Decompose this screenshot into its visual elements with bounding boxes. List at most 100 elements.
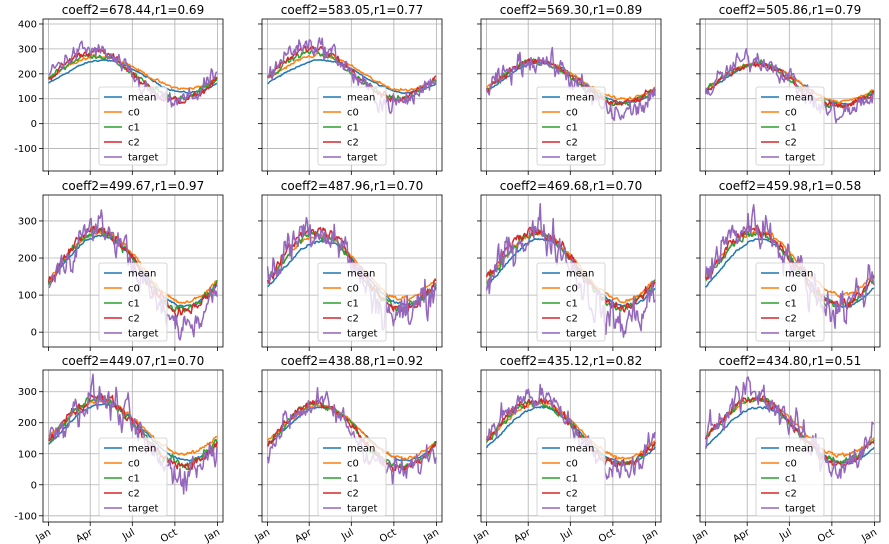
subplot-1: coeff2=678.44,r1=0.69 -100 0 100 200 300 400 me… bbox=[14, 3, 224, 175]
subplot-title: coeff2=459.98,r1=0.58 bbox=[719, 179, 861, 193]
x-tick-label: Oct bbox=[159, 527, 180, 544]
legend-label-c0: c0 bbox=[128, 108, 140, 119]
series-line-c2 bbox=[47, 225, 218, 320]
legend-label-mean: mean bbox=[785, 444, 813, 455]
series-group bbox=[47, 209, 218, 341]
y-tick-label: 300 bbox=[18, 44, 37, 55]
series-line-target bbox=[485, 46, 656, 121]
subplot-4: coeff2=505.86,r1=0.79 mean c0 c1 c2 target bbox=[696, 3, 881, 175]
legend-box bbox=[317, 86, 387, 166]
legend-label-target: target bbox=[785, 153, 815, 164]
x-tick-label: Jul bbox=[339, 527, 356, 543]
x-tick-label: Apr bbox=[731, 527, 752, 544]
subplot-title: coeff2=449.07,r1=0.70 bbox=[62, 354, 204, 368]
legend-label-mean: mean bbox=[347, 269, 375, 280]
series-line-target bbox=[266, 387, 437, 485]
legend-label-c0: c0 bbox=[347, 459, 359, 470]
x-tick-label: Oct bbox=[816, 527, 837, 544]
legend: mean c0 c1 c2 target bbox=[317, 437, 387, 517]
series-line-c0 bbox=[48, 54, 218, 91]
x-tick-label: Apr bbox=[512, 527, 533, 544]
x-tick-label: Jan bbox=[859, 527, 879, 544]
legend-box bbox=[536, 262, 606, 342]
legend-label-mean: mean bbox=[566, 93, 594, 104]
legend-label-target: target bbox=[128, 153, 158, 164]
x-tick-label: Jan bbox=[640, 527, 660, 544]
legend-label-c1: c1 bbox=[128, 299, 140, 310]
legend: mean c0 c1 c2 target bbox=[317, 262, 387, 342]
legend-box bbox=[755, 86, 825, 166]
legend-label-c0: c0 bbox=[566, 459, 578, 470]
subplot-title: coeff2=678.44,r1=0.69 bbox=[62, 3, 204, 17]
legend-box bbox=[755, 262, 825, 342]
legend-label-c2: c2 bbox=[347, 314, 359, 325]
legend-label-c2: c2 bbox=[566, 489, 578, 500]
axes-frame bbox=[480, 194, 662, 348]
subplot-title: coeff2=434.80,r1=0.51 bbox=[719, 354, 861, 368]
legend: mean c0 c1 c2 target bbox=[755, 86, 825, 166]
legend-box bbox=[536, 86, 606, 166]
x-tick-label: Apr bbox=[74, 527, 95, 544]
axes-frame bbox=[699, 369, 881, 523]
series-line-c0 bbox=[267, 51, 437, 92]
y-tick-label: -100 bbox=[14, 144, 37, 155]
subplot-title: coeff2=487.96,r1=0.70 bbox=[281, 179, 423, 193]
legend-box bbox=[98, 437, 168, 517]
legend-label-c0: c0 bbox=[347, 284, 359, 295]
legend-label-c1: c1 bbox=[566, 123, 578, 134]
legend-label-mean: mean bbox=[785, 269, 813, 280]
series-group bbox=[266, 37, 437, 115]
legend-label-c2: c2 bbox=[785, 489, 797, 500]
axes-frame bbox=[261, 18, 443, 172]
legend-label-c2: c2 bbox=[128, 489, 140, 500]
subplot-12: coeff2=434.80,r1=0.51 Jan Apr Jul Oct Jan mean… bbox=[690, 354, 881, 544]
series-group bbox=[47, 373, 218, 495]
subplot-title: coeff2=438.88,r1=0.92 bbox=[281, 354, 423, 368]
legend-label-c2: c2 bbox=[347, 138, 359, 149]
series-line-target bbox=[704, 376, 875, 479]
series-line-target bbox=[48, 40, 218, 108]
legend-box bbox=[98, 86, 168, 166]
legend-label-target: target bbox=[347, 329, 377, 340]
x-tick-label: Jan bbox=[33, 527, 53, 544]
series-line-target bbox=[704, 47, 875, 124]
subplot-8: coeff2=459.98,r1=0.58 mean c0 c1 c2 target bbox=[696, 179, 881, 351]
legend-label-target: target bbox=[566, 153, 596, 164]
legend-label-mean: mean bbox=[566, 444, 594, 455]
series-group bbox=[485, 46, 656, 121]
subplot-title: coeff2=469.68,r1=0.70 bbox=[500, 179, 642, 193]
legend-label-c2: c2 bbox=[347, 489, 359, 500]
axes-frame bbox=[42, 369, 224, 523]
subplot-11: coeff2=435.12,r1=0.82 Jan Apr Jul Oct Jan mean… bbox=[471, 354, 662, 544]
legend-label-target: target bbox=[347, 504, 377, 515]
legend-label-c2: c2 bbox=[785, 314, 797, 325]
subplot-title: coeff2=435.12,r1=0.82 bbox=[500, 354, 642, 368]
legend-label-c2: c2 bbox=[566, 314, 578, 325]
legend-label-mean: mean bbox=[128, 444, 156, 455]
legend-label-c1: c1 bbox=[128, 474, 140, 485]
y-tick-label: 100 bbox=[18, 449, 37, 460]
axes-frame bbox=[480, 369, 662, 523]
x-tick-label: Jul bbox=[120, 527, 137, 543]
y-tick-label: 0 bbox=[31, 119, 37, 130]
axes-frame bbox=[699, 18, 881, 172]
legend: mean c0 c1 c2 target bbox=[536, 86, 606, 166]
x-tick-label: Jul bbox=[558, 527, 575, 543]
legend-label-c0: c0 bbox=[785, 108, 797, 119]
legend-box bbox=[536, 437, 606, 517]
subplot-6: coeff2=487.96,r1=0.70 mean c0 c1 c2 target bbox=[258, 179, 443, 351]
legend-box bbox=[317, 262, 387, 342]
y-tick-label: 300 bbox=[18, 216, 37, 227]
series-line-c2 bbox=[485, 58, 656, 106]
legend-label-target: target bbox=[785, 329, 815, 340]
legend-label-c0: c0 bbox=[128, 284, 140, 295]
subplot-5: coeff2=499.67,r1=0.97 0 100 200 300 mean c0 c1 c… bbox=[18, 179, 224, 351]
y-tick-label: 0 bbox=[31, 480, 37, 491]
series-group bbox=[704, 47, 875, 124]
series-line-target bbox=[266, 37, 437, 115]
axes-frame bbox=[480, 18, 662, 172]
legend-box bbox=[98, 262, 168, 342]
subplot-7: coeff2=469.68,r1=0.70 mean c0 c1 c2 target bbox=[477, 179, 662, 351]
x-tick-label: Apr bbox=[293, 527, 314, 544]
series-group bbox=[47, 40, 218, 108]
